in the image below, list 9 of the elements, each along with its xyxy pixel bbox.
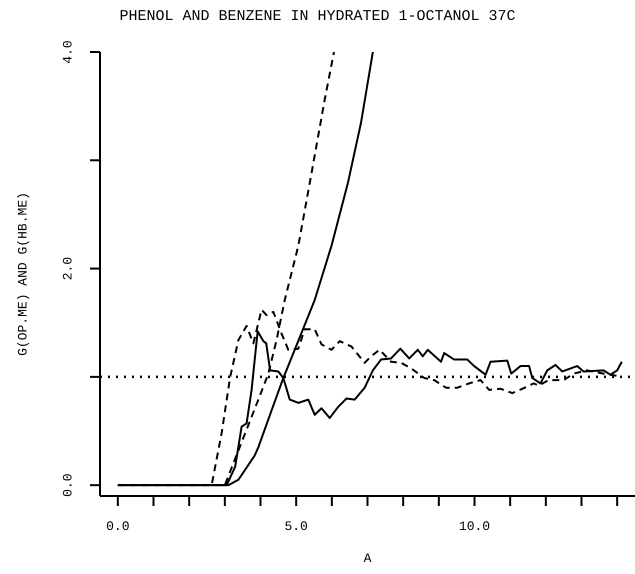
y-axis-title: G(OP.ME) AND G(HB.ME) (16, 192, 31, 356)
x-tick-label: 0.0 (106, 519, 130, 534)
x-tick-label: 10.0 (458, 519, 490, 534)
x-axis-title: A (364, 551, 372, 566)
y-tick-label: 2.0 (60, 256, 76, 280)
y-tick-label: 0.0 (60, 473, 76, 497)
chart-title: PHENOL AND BENZENE IN HYDRATED 1-OCTANOL 37C (118, 8, 517, 25)
y-tick-label: 4.0 (60, 40, 76, 64)
x-tick-label: 5.0 (284, 519, 308, 534)
